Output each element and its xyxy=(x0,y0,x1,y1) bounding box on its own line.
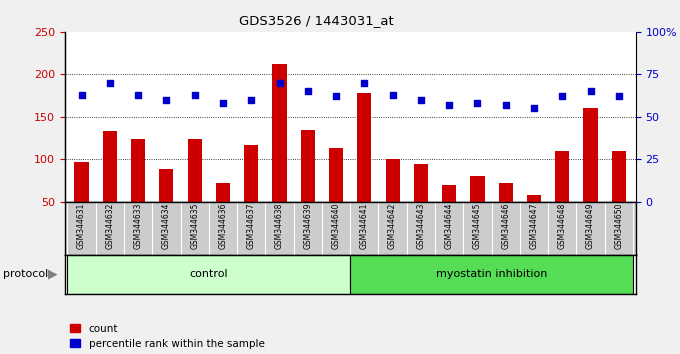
Text: GSM344648: GSM344648 xyxy=(558,202,566,249)
Bar xyxy=(583,108,598,244)
Point xyxy=(189,92,200,98)
Text: GDS3526 / 1443031_at: GDS3526 / 1443031_at xyxy=(239,14,394,27)
Point xyxy=(444,102,455,108)
Bar xyxy=(498,183,513,244)
Bar xyxy=(188,139,202,244)
Text: GSM344638: GSM344638 xyxy=(275,202,284,249)
Point xyxy=(218,101,228,106)
Text: GSM344631: GSM344631 xyxy=(77,202,86,249)
Point xyxy=(330,93,341,99)
Text: GSM344632: GSM344632 xyxy=(105,202,114,249)
Bar xyxy=(301,130,315,244)
Text: GSM344644: GSM344644 xyxy=(445,202,454,249)
Text: GSM344635: GSM344635 xyxy=(190,202,199,249)
Text: GSM344647: GSM344647 xyxy=(530,202,539,249)
Legend: count, percentile rank within the sample: count, percentile rank within the sample xyxy=(70,324,265,349)
Bar xyxy=(555,151,569,244)
Point xyxy=(274,80,285,86)
Bar xyxy=(329,148,343,244)
Bar xyxy=(244,145,258,244)
Point xyxy=(359,80,370,86)
Bar xyxy=(471,176,485,244)
Bar xyxy=(273,64,286,244)
Bar xyxy=(216,183,230,244)
Bar xyxy=(103,131,117,244)
Text: protocol: protocol xyxy=(3,269,49,279)
Bar xyxy=(159,170,173,244)
Text: GSM344633: GSM344633 xyxy=(134,202,143,249)
Text: GSM344650: GSM344650 xyxy=(614,202,624,249)
Bar xyxy=(414,164,428,244)
Text: GSM344636: GSM344636 xyxy=(218,202,227,249)
Bar xyxy=(350,255,633,294)
Bar xyxy=(442,185,456,244)
Text: GSM344634: GSM344634 xyxy=(162,202,171,249)
Bar xyxy=(527,195,541,244)
Point xyxy=(415,97,426,103)
Text: GSM344642: GSM344642 xyxy=(388,202,397,249)
Point xyxy=(76,92,87,98)
Text: GSM344639: GSM344639 xyxy=(303,202,312,249)
Text: GSM344641: GSM344641 xyxy=(360,202,369,249)
Text: GSM344640: GSM344640 xyxy=(332,202,341,249)
Point xyxy=(245,97,256,103)
Point xyxy=(472,101,483,106)
Bar xyxy=(67,255,350,294)
Bar xyxy=(357,93,371,244)
Bar xyxy=(386,159,400,244)
Text: GSM344649: GSM344649 xyxy=(586,202,595,249)
Point xyxy=(133,92,143,98)
Bar xyxy=(75,162,88,244)
Point xyxy=(557,93,568,99)
Point xyxy=(303,88,313,94)
Bar xyxy=(131,139,146,244)
Text: GSM344645: GSM344645 xyxy=(473,202,482,249)
Text: GSM344646: GSM344646 xyxy=(501,202,510,249)
Point xyxy=(613,93,624,99)
Text: ▶: ▶ xyxy=(48,268,58,281)
Text: GSM344637: GSM344637 xyxy=(247,202,256,249)
Point xyxy=(528,105,539,111)
Bar xyxy=(612,151,626,244)
Point xyxy=(500,102,511,108)
Text: GSM344643: GSM344643 xyxy=(416,202,426,249)
Point xyxy=(105,80,116,86)
Point xyxy=(585,88,596,94)
Text: myostatin inhibition: myostatin inhibition xyxy=(436,269,547,279)
Point xyxy=(387,92,398,98)
Point xyxy=(161,97,172,103)
Text: control: control xyxy=(190,269,228,279)
